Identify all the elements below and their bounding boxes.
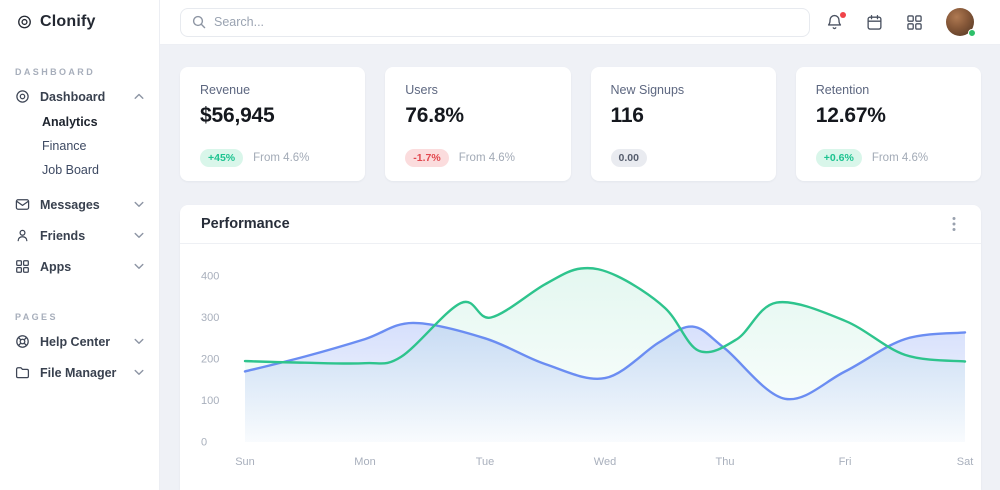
dashboard-target-icon xyxy=(15,89,30,104)
brand-name: Clonify xyxy=(40,13,96,30)
avatar[interactable] xyxy=(946,8,976,37)
content: Revenue $56,945 +45% From 4.6% Users 76.8% -1.… xyxy=(160,45,1000,490)
sidebar-item-messages[interactable]: Messages xyxy=(0,189,159,220)
chevron-down-icon xyxy=(134,263,144,270)
stat-title: Retention xyxy=(815,83,870,97)
sidebar-item-apps[interactable]: Apps xyxy=(0,251,159,282)
stat-card-new-signups: New Signups 116 0.00 xyxy=(590,67,776,181)
brand[interactable]: Clonify xyxy=(0,0,159,31)
performance-header: Performance xyxy=(180,205,981,244)
stat-card-retention: Retention 12.67% +0.6% From 4.6% xyxy=(795,67,981,181)
y-axis-tick: 200 xyxy=(201,354,219,366)
x-axis-tick: Thu xyxy=(716,456,735,468)
lifebuoy-icon xyxy=(15,334,30,349)
y-axis-tick: 0 xyxy=(201,437,207,449)
chevron-down-icon xyxy=(134,369,144,376)
stat-value: 12.67% xyxy=(815,104,886,127)
search-input[interactable] xyxy=(214,15,798,29)
notification-dot xyxy=(840,11,846,18)
search-box[interactable] xyxy=(180,7,810,37)
stat-card-revenue: Revenue $56,945 +45% From 4.6% xyxy=(180,67,366,181)
x-axis-tick: Fri xyxy=(839,456,852,468)
chevron-down-icon xyxy=(134,232,144,239)
series-green-line xyxy=(243,266,967,365)
x-axis-tick: Sun xyxy=(235,456,255,468)
sidebar-item-dashboard[interactable]: Dashboard xyxy=(0,81,159,112)
x-axis-tick: Mon xyxy=(354,456,375,468)
sidebar-subitem-finance[interactable]: Finance xyxy=(42,139,87,153)
main-area: Revenue $56,945 +45% From 4.6% Users 76.8% -1.… xyxy=(160,0,1000,490)
sidebar-sublist: Analytics Finance Job Board xyxy=(0,112,159,181)
apps-launcher-icon[interactable] xyxy=(906,14,923,31)
stat-cards: Revenue $56,945 +45% From 4.6% Users 76.8% -1.… xyxy=(180,67,981,181)
stat-title: Revenue xyxy=(200,83,251,97)
sidebar-item-label: Dashboard xyxy=(40,89,106,104)
sidebar-item-label: File Manager xyxy=(40,365,117,380)
stat-note: From 4.6% xyxy=(253,151,310,164)
sidebar-item-file-manager[interactable]: File Manager xyxy=(0,357,159,388)
folder-icon xyxy=(15,365,30,380)
stat-change-badge: 0.00 xyxy=(610,148,647,167)
series-blue-line xyxy=(243,321,967,401)
x-axis-tick: Wed xyxy=(594,456,616,468)
sidebar-item-friends[interactable]: Friends xyxy=(0,220,159,251)
sidebar-item-label: Help Center xyxy=(40,334,111,349)
sidebar-subitem-job-board[interactable]: Job Board xyxy=(42,163,99,177)
stat-title: New Signups xyxy=(610,83,685,97)
performance-chart: 400 300 200 100 0 Sun Mon Tue Wed Thu Fri Sat xyxy=(180,244,981,490)
x-axis-tick: Sat xyxy=(957,456,974,468)
topbar-actions xyxy=(826,8,976,37)
chevron-down-icon xyxy=(134,201,144,208)
sidebar-section-label: PAGES xyxy=(15,312,58,322)
bell-icon[interactable] xyxy=(826,11,846,31)
stat-value: 116 xyxy=(610,104,644,127)
sidebar-nav: DASHBOARD Dashboard Analytics Finance Job Bo… xyxy=(0,67,159,388)
stat-change-badge: +45% xyxy=(200,148,244,167)
search-icon xyxy=(192,15,206,29)
sidebar-section-label: DASHBOARD xyxy=(15,67,96,77)
sidebar-item-label: Friends xyxy=(40,228,86,243)
sidebar-item-help-center[interactable]: Help Center xyxy=(0,326,159,357)
x-axis-tick: Tue xyxy=(476,456,495,468)
stat-card-users: Users 76.8% -1.7% From 4.6% xyxy=(385,67,571,181)
sidebar: Clonify DASHBOARD Dashboard Analytics Finan… xyxy=(0,0,160,490)
stat-note: From 4.6% xyxy=(458,151,515,164)
mail-icon xyxy=(15,197,30,212)
stat-title: Users xyxy=(405,83,438,97)
clonify-logo-icon xyxy=(17,15,32,30)
y-axis-tick: 300 xyxy=(201,312,219,324)
topbar xyxy=(160,0,1000,45)
stat-change-badge: +0.6% xyxy=(815,148,862,167)
chevron-down-icon xyxy=(134,338,144,345)
y-axis-tick: 400 xyxy=(201,271,219,283)
y-axis-tick: 100 xyxy=(201,395,219,407)
series-blue-area xyxy=(245,322,965,442)
sidebar-subitem-analytics[interactable]: Analytics xyxy=(42,115,98,129)
sidebar-item-label: Messages xyxy=(40,197,100,212)
user-icon xyxy=(15,228,30,243)
performance-card: Performance 400 300 200 100 0 Sun Mon Tue Wed Thu… xyxy=(180,205,981,490)
area-chart-svg: 400 300 200 100 0 Sun Mon Tue Wed Thu Fri Sat xyxy=(201,266,974,468)
calendar-icon[interactable] xyxy=(866,14,883,31)
sidebar-item-label: Apps xyxy=(40,259,72,274)
chevron-up-icon xyxy=(134,93,144,100)
stat-note: From 4.6% xyxy=(871,151,929,164)
stat-change-badge: -1.7% xyxy=(405,148,449,167)
apps-grid-icon xyxy=(15,259,30,274)
kebab-menu-icon[interactable] xyxy=(948,214,960,234)
performance-title: Performance xyxy=(201,216,290,232)
online-status-dot xyxy=(968,29,976,37)
stat-value: 76.8% xyxy=(405,104,464,127)
stat-value: $56,945 xyxy=(200,104,275,127)
